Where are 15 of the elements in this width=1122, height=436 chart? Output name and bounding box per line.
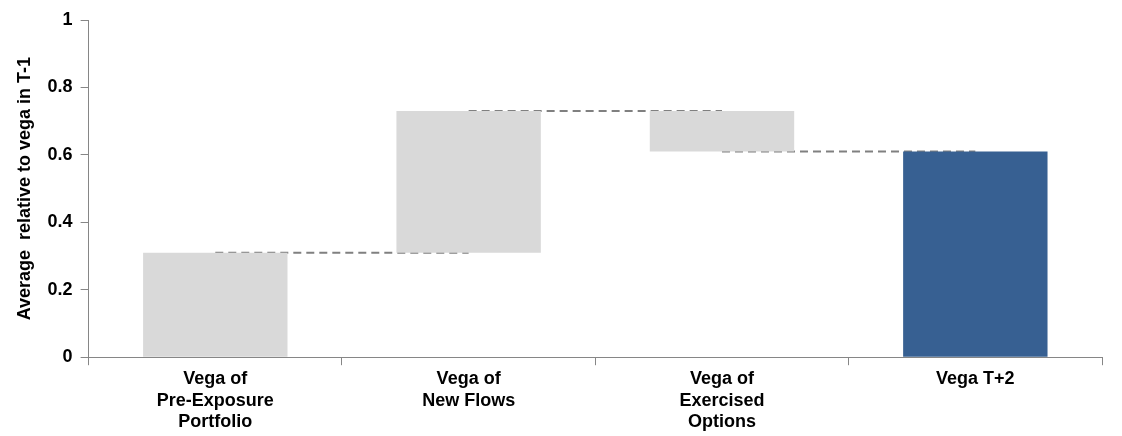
y-tick-label: 1	[62, 8, 73, 29]
y-tick-label: 0	[62, 346, 73, 367]
y-tick-label: 0.4	[47, 211, 73, 232]
bar	[143, 252, 288, 357]
y-tick-label: 0.8	[47, 76, 73, 97]
y-tick-label: 0.2	[47, 278, 73, 299]
x-tick-label: Vega of Exercised Options	[679, 367, 765, 432]
bar	[396, 111, 541, 253]
bar	[649, 111, 795, 152]
y-tick-label: 0.6	[47, 143, 73, 164]
x-tick-label: Vega of Pre-Exposure Portfolio	[156, 367, 274, 432]
x-tick-label: Vega of New Flows	[422, 367, 516, 410]
y-axis-title: Average relative to vega in T-1	[13, 56, 34, 321]
x-tick-label: Vega T+2	[936, 367, 1015, 388]
bar	[903, 151, 1048, 357]
